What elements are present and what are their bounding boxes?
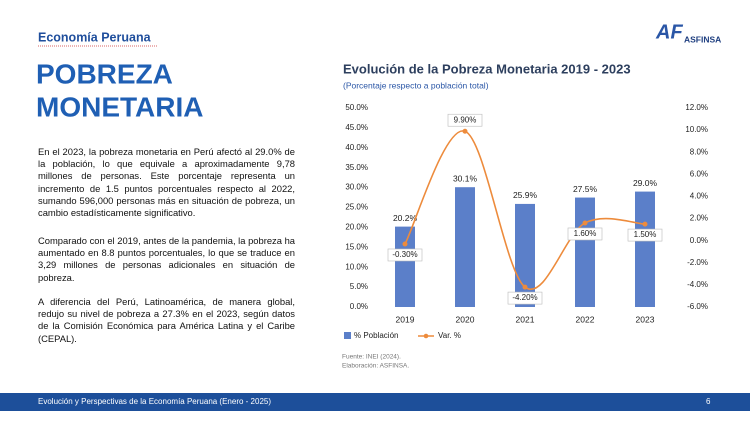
label-box: [567, 227, 603, 241]
x-tick-label: 2023: [636, 314, 655, 324]
bar: [575, 197, 595, 307]
y-tick-label: 0.0%: [350, 302, 368, 311]
data-label: 9.90%: [454, 115, 477, 124]
y-tick-label: 30.0%: [345, 183, 368, 192]
data-label: 30.1%: [453, 173, 478, 183]
line-marker: [462, 128, 468, 134]
line-marker: [522, 284, 528, 290]
x-tick-label: 2020: [456, 314, 475, 324]
y2-tick-label: -4.0%: [687, 280, 708, 289]
paragraph: Comparado con el 2019, antes de la pande…: [38, 235, 295, 283]
label-box: [627, 228, 663, 242]
paragraph: En el 2023, la pobreza monetaria en Perú…: [38, 146, 295, 219]
y2-tick-label: 8.0%: [690, 147, 708, 156]
label-box: [447, 113, 483, 127]
bar: [455, 187, 475, 307]
x-tick-label: 2019: [396, 314, 415, 324]
bar: [395, 226, 415, 307]
y2-tick-label: -6.0%: [687, 302, 708, 311]
source: Elaboración: ASFINSA.: [342, 363, 409, 370]
footer-text: Evolución y Perspectivas de la Economía …: [38, 397, 271, 406]
data-label: 1.60%: [574, 229, 597, 238]
source: Fuente: INEI (2024).: [342, 354, 401, 361]
data-label: 20.2%: [393, 213, 418, 223]
chart-title: Evolución de la Pobreza Monetaria 2019 -…: [343, 61, 631, 76]
legend-swatch: [344, 332, 351, 339]
y2-tick-label: 6.0%: [690, 169, 708, 178]
data-label: -0.30%: [392, 250, 417, 259]
logo-name: ASFINSA: [684, 34, 721, 44]
y2-tick-label: 4.0%: [690, 192, 708, 201]
y-tick-label: 5.0%: [350, 282, 368, 291]
label-box: [387, 248, 423, 262]
line-marker: [642, 221, 648, 227]
line-marker: [402, 241, 408, 247]
y2-tick-label: 12.0%: [685, 103, 708, 112]
logo-mark: AF: [655, 21, 683, 43]
bar: [635, 191, 655, 307]
y-tick-label: 15.0%: [345, 242, 368, 251]
section-label: Economía Peruana: [38, 30, 152, 44]
data-label: -4.20%: [512, 293, 537, 302]
y-tick-label: 20.0%: [345, 223, 368, 232]
y2-tick-label: 10.0%: [685, 125, 708, 134]
legend-label: Var. %: [438, 331, 461, 340]
y2-tick-label: 0.0%: [690, 236, 708, 245]
y2-tick-label: -2.0%: [687, 258, 708, 267]
data-label: 27.5%: [573, 184, 598, 194]
y-tick-label: 10.0%: [345, 262, 368, 271]
y-tick-label: 35.0%: [345, 163, 368, 172]
legend-swatch: [423, 333, 429, 339]
data-label: 29.0%: [633, 178, 658, 188]
y-tick-label: 50.0%: [345, 103, 368, 112]
legend-label: % Población: [354, 331, 398, 340]
x-tick-label: 2021: [516, 314, 535, 324]
paragraph: A diferencia del Perú, Latinoamérica, de…: [38, 296, 295, 344]
x-tick-label: 2022: [576, 314, 595, 324]
line-marker: [582, 220, 588, 226]
y-tick-label: 45.0%: [345, 123, 368, 132]
y-tick-label: 25.0%: [345, 203, 368, 212]
bar: [515, 203, 535, 307]
page-title: POBREZA: [36, 58, 173, 89]
page-number: 6: [706, 397, 711, 406]
y2-tick-label: 2.0%: [690, 214, 708, 223]
page-title: MONETARIA: [36, 91, 203, 122]
chart-subtitle: (Porcentaje respecto a población total): [343, 80, 489, 90]
data-label: 25.9%: [513, 190, 538, 200]
data-label: 1.50%: [634, 230, 657, 239]
label-box: [507, 291, 543, 305]
y-tick-label: 40.0%: [345, 143, 368, 152]
line: [404, 130, 646, 291]
footer-bar: [0, 393, 750, 411]
